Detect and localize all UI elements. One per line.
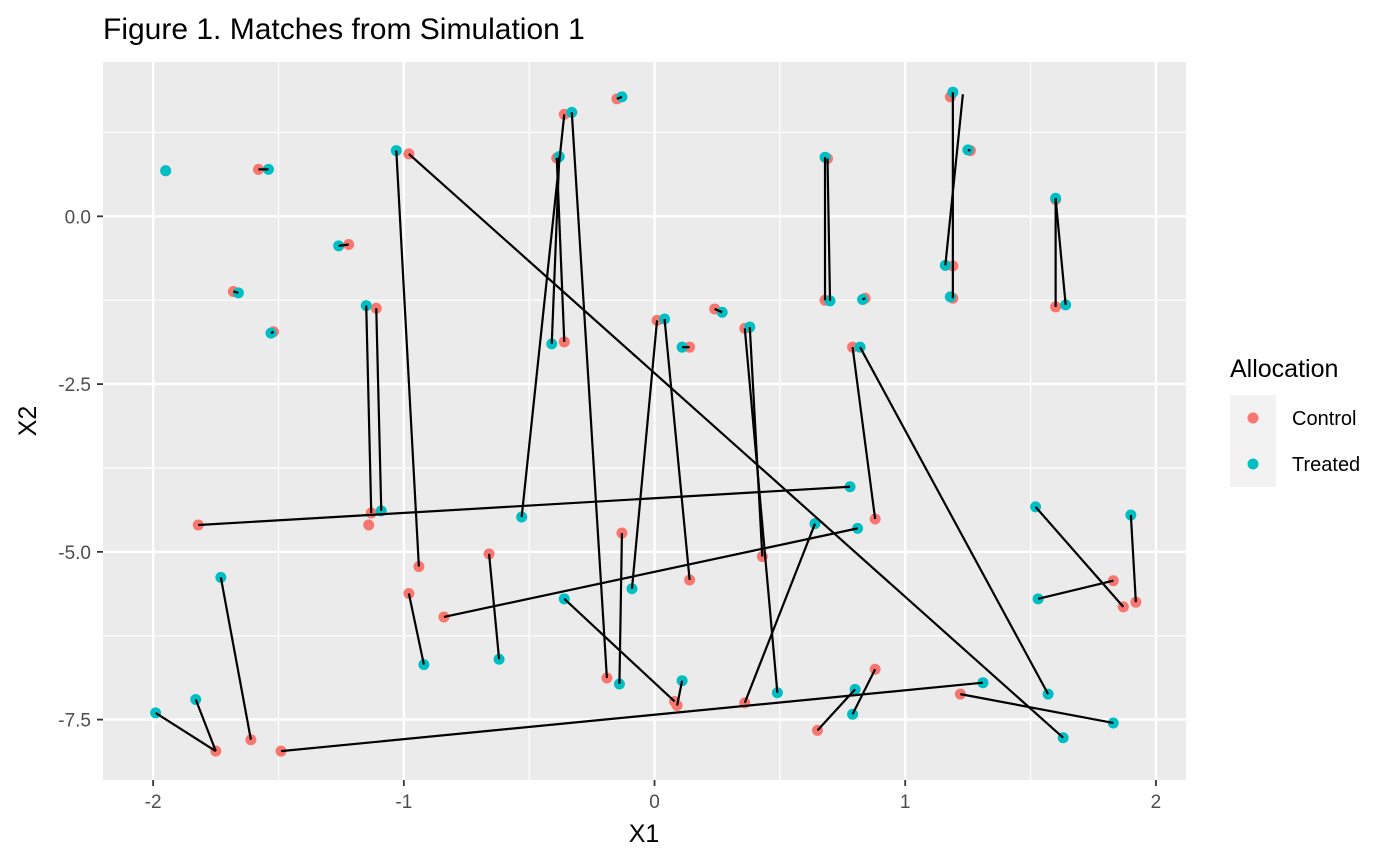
chart-title: Figure 1. Matches from Simulation 1: [103, 13, 585, 46]
match-line: [816, 688, 856, 732]
match-line: [487, 553, 501, 660]
match-line: [618, 533, 624, 685]
match-line: [155, 711, 217, 753]
x-axis-ticks: -2 -1 0 1 2: [145, 780, 1162, 813]
y-tick-label: -7.5: [58, 711, 91, 732]
match-line: [555, 157, 566, 342]
y-axis-ticks: -7.5 -5.0 -2.5 0.0: [58, 207, 103, 732]
major-gridlines: [103, 62, 1186, 780]
match-line: [743, 523, 816, 704]
match-lines: [155, 92, 1137, 753]
match-line: [395, 150, 420, 567]
match-line: [859, 346, 1050, 695]
match-line: [1034, 506, 1125, 608]
match-line: [338, 243, 349, 247]
y-tick-label: 0.0: [65, 207, 91, 228]
match-line: [219, 577, 252, 740]
match-line: [676, 680, 684, 706]
legend: Allocation Control Treated: [1230, 355, 1360, 487]
match-line: [663, 318, 691, 581]
point-control: [363, 519, 375, 531]
point-treated: [160, 165, 172, 177]
match-line: [616, 95, 623, 100]
x-tick-label: 1: [900, 792, 911, 813]
match-line: [1054, 198, 1067, 306]
match-line: [408, 153, 1064, 739]
match-line: [570, 112, 608, 679]
match-line: [520, 114, 566, 518]
match-line: [233, 290, 239, 294]
match-line: [851, 668, 877, 715]
match-line: [851, 347, 877, 520]
match-line: [967, 148, 971, 152]
match-line: [630, 320, 659, 589]
match-line: [194, 699, 217, 752]
y-axis-title: X2: [14, 406, 42, 437]
match-line: [365, 305, 373, 513]
y-tick-label: -5.0: [58, 543, 91, 564]
plot-panel: [103, 62, 1186, 780]
match-line: [270, 330, 274, 335]
match-line: [748, 326, 764, 557]
match-line: [826, 158, 832, 301]
match-line: [862, 297, 866, 301]
match-line: [443, 527, 858, 619]
match-line: [407, 593, 425, 665]
point-treated: [944, 291, 956, 303]
match-line: [960, 693, 1114, 725]
x-tick-label: -2: [145, 792, 162, 813]
match-line: [1037, 579, 1114, 600]
match-line: [714, 307, 723, 314]
match-line: [944, 94, 964, 266]
legend-key-control: [1247, 412, 1259, 424]
x-tick-label: -1: [395, 792, 412, 813]
legend-label-control: Control: [1292, 408, 1356, 430]
legend-key-treated: [1247, 458, 1259, 470]
match-line: [280, 681, 984, 753]
match-line: [375, 308, 383, 511]
x-tick-label: 0: [649, 792, 660, 813]
legend-title: Allocation: [1230, 355, 1338, 383]
legend-label-treated: Treated: [1292, 454, 1360, 476]
match-line: [1129, 514, 1137, 603]
y-tick-label: -2.5: [58, 375, 91, 396]
match-line: [198, 485, 851, 527]
x-tick-label: 2: [1151, 792, 1162, 813]
x-axis-title: X1: [629, 820, 660, 848]
match-line: [563, 598, 676, 703]
